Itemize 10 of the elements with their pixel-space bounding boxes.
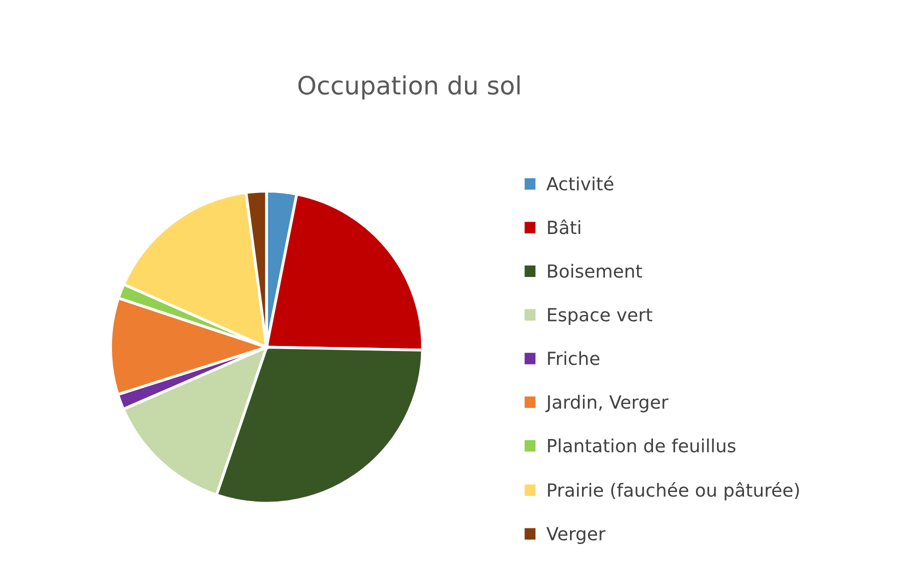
legend-label: Boisement	[548, 264, 642, 278]
legend-label: Espace vert	[548, 308, 652, 326]
legend-label: Prairie (fauchée ou pâturée)	[548, 482, 799, 500]
legend-label: Activité	[546, 176, 614, 191]
legend-label: Plantation de feuillus	[548, 438, 736, 452]
chart-title: Occupation du sol	[298, 75, 520, 100]
legend-label: Jardin, Verger	[545, 394, 668, 412]
legend-label: Friche	[548, 351, 600, 366]
legend-label: Verger	[546, 527, 606, 544]
legend-label: Bâti	[548, 220, 580, 234]
